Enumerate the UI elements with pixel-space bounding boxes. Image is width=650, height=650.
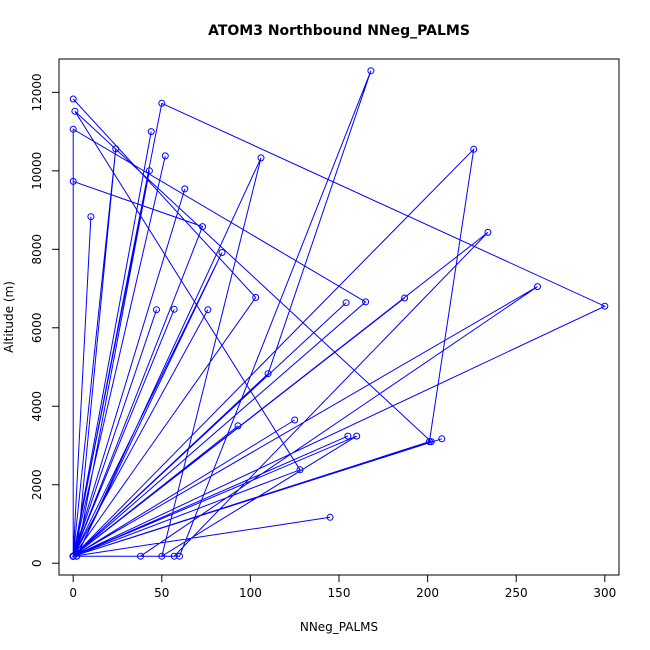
data-point bbox=[170, 305, 178, 313]
data-point bbox=[170, 552, 178, 560]
data-point bbox=[257, 154, 265, 162]
data-point bbox=[145, 167, 153, 175]
data-point bbox=[470, 145, 478, 153]
data-point bbox=[199, 223, 206, 231]
series-line bbox=[71, 70, 606, 558]
data-point bbox=[73, 552, 81, 560]
x-tick-label: 200 bbox=[416, 586, 439, 600]
x-tick-label: 250 bbox=[505, 586, 528, 600]
data-point bbox=[87, 213, 95, 221]
plot-lines bbox=[71, 70, 606, 558]
data-point bbox=[252, 294, 260, 301]
data-point bbox=[218, 249, 226, 256]
x-axis-label: NNeg_PALMS bbox=[300, 620, 378, 634]
data-point bbox=[147, 128, 155, 136]
y-tick-label: 4000 bbox=[30, 391, 44, 422]
data-point bbox=[291, 416, 299, 424]
x-axis: 0 50 100 150 200 250 300 bbox=[69, 574, 616, 600]
data-point bbox=[158, 99, 166, 107]
y-tick-label: 8000 bbox=[30, 234, 44, 265]
data-point bbox=[342, 299, 350, 307]
data-point bbox=[161, 152, 169, 160]
y-tick-label: 6000 bbox=[30, 313, 44, 344]
data-point bbox=[362, 298, 370, 306]
data-point bbox=[204, 306, 212, 314]
y-tick-label: 0 bbox=[30, 559, 44, 567]
y-axis: 0 2000 4000 6000 8000 10000 12000 bbox=[30, 73, 60, 567]
data-point bbox=[158, 552, 166, 560]
data-point bbox=[71, 107, 79, 115]
x-tick-label: 150 bbox=[328, 586, 351, 600]
plot-frame bbox=[58, 58, 620, 576]
data-point bbox=[69, 125, 77, 133]
x-tick-label: 100 bbox=[239, 586, 262, 600]
data-point bbox=[344, 432, 352, 440]
data-point bbox=[425, 438, 433, 446]
data-point bbox=[353, 432, 361, 440]
data-point bbox=[112, 145, 120, 153]
x-tick-label: 50 bbox=[154, 586, 169, 600]
data-point bbox=[264, 370, 272, 378]
y-tick-label: 10000 bbox=[30, 152, 44, 190]
data-point bbox=[176, 552, 183, 560]
plot-points bbox=[69, 67, 609, 560]
data-point bbox=[69, 552, 77, 560]
y-tick-label: 2000 bbox=[30, 469, 44, 500]
data-point bbox=[326, 513, 334, 521]
y-axis-label: Altitude (m) bbox=[2, 281, 16, 353]
data-point bbox=[181, 185, 189, 193]
data-point bbox=[137, 552, 144, 560]
x-tick-label: 300 bbox=[593, 586, 616, 600]
data-point bbox=[296, 466, 304, 474]
data-point bbox=[401, 294, 409, 302]
x-tick-label: 0 bbox=[69, 586, 77, 600]
data-point bbox=[69, 95, 77, 103]
data-point bbox=[484, 228, 492, 236]
data-point bbox=[438, 435, 446, 443]
data-point bbox=[153, 306, 160, 314]
data-point bbox=[234, 422, 242, 430]
data-point bbox=[367, 67, 375, 75]
data-point bbox=[601, 302, 609, 310]
chart-title: ATOM3 Northbound NNeg_PALMS bbox=[208, 23, 470, 39]
y-tick-label: 12000 bbox=[30, 73, 44, 111]
data-point bbox=[534, 283, 541, 291]
data-point bbox=[69, 177, 77, 185]
